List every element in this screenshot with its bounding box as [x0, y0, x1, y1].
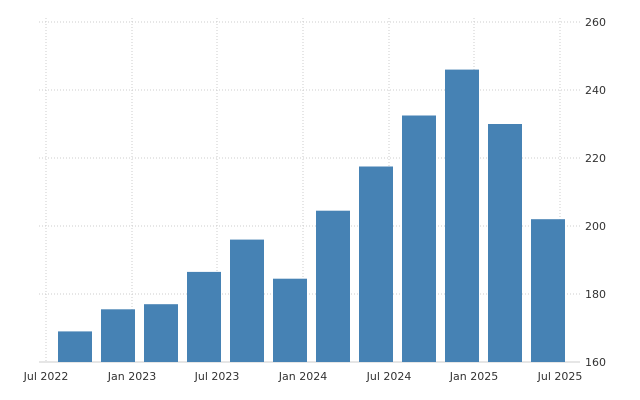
y-tick-label: 240: [585, 84, 606, 97]
bar: [316, 210, 350, 362]
x-tick-label: Jul 2023: [194, 370, 240, 383]
x-tick-label: Jul 2025: [537, 370, 583, 383]
bar: [230, 239, 264, 362]
bar: [273, 278, 307, 362]
x-axis-ticks: Jul 2022 Jan 2023 Jul 2023 Jan 2024 Jul 2024…: [23, 370, 583, 383]
bar: [101, 309, 135, 362]
bar: [187, 271, 221, 362]
y-tick-label: 160: [585, 356, 606, 369]
y-axis-ticks: 260 240 220 200 180 160: [585, 16, 606, 369]
y-tick-label: 220: [585, 152, 606, 165]
x-tick-label: Jan 2023: [107, 370, 156, 383]
bar: [531, 219, 565, 362]
bar: [359, 166, 393, 362]
x-tick-label: Jul 2024: [366, 370, 412, 383]
x-tick-label: Jan 2024: [278, 370, 327, 383]
bar: [445, 69, 479, 362]
y-tick-label: 200: [585, 220, 606, 233]
bar: [58, 331, 92, 362]
y-tick-label: 260: [585, 16, 606, 29]
x-tick-label: Jul 2022: [23, 370, 69, 383]
bars: [58, 69, 565, 362]
y-tick-label: 180: [585, 288, 606, 301]
bar: [144, 304, 178, 362]
bar: [402, 115, 436, 362]
x-tick-label: Jan 2025: [449, 370, 498, 383]
bar: [488, 124, 522, 362]
